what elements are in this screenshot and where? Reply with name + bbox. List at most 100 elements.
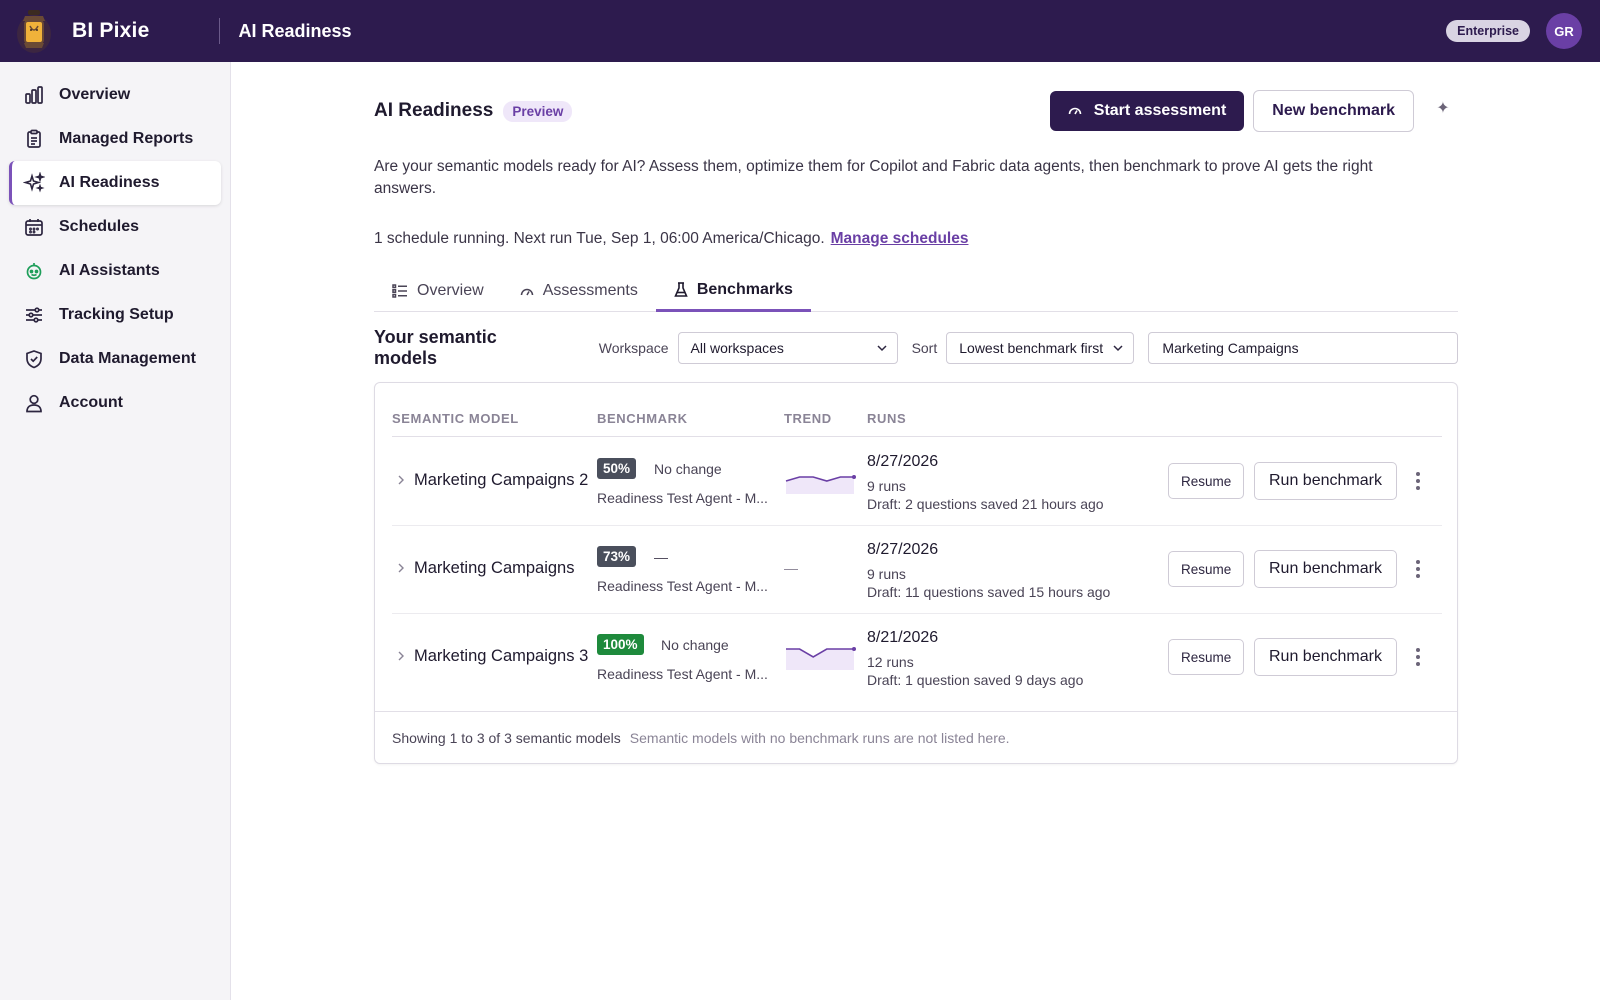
results-count: Showing 1 to 3 of 3 semantic models	[392, 729, 621, 746]
robot-icon	[23, 260, 45, 282]
trend-sparkline	[786, 647, 856, 670]
sidebar-item-label: AI Assistants	[59, 262, 160, 279]
page-title: AI Readiness	[374, 100, 494, 121]
trend-area	[786, 477, 854, 494]
column-header: TREND	[784, 411, 832, 426]
chevron-right-icon[interactable]	[396, 650, 406, 665]
change-text: No change	[654, 461, 722, 477]
table-row[interactable]: Marketing Campaigns 3 100% No change Rea…	[392, 614, 1442, 702]
sparkle-icon[interactable]: ✦	[1436, 100, 1450, 117]
last-run-date: 8/27/2026	[867, 453, 939, 470]
workspace-label: Workspace	[598, 340, 669, 356]
resume-button[interactable]: Resume	[1168, 639, 1245, 675]
trend-last-point	[852, 647, 856, 651]
score-badge: 73%	[597, 546, 637, 567]
sidebar-item-label: Managed Reports	[59, 130, 194, 147]
tab-overview[interactable]: Overview	[374, 270, 502, 312]
run-count: 9 runs	[867, 478, 906, 494]
report-icon	[23, 128, 45, 150]
draft-status: Draft: 1 question saved 9 days ago	[867, 672, 1084, 688]
draft-status: Draft: 11 questions saved 15 hours ago	[867, 584, 1111, 600]
models-table-card: SEMANTIC MODEL BENCHMARK TREND RUNS Mark…	[374, 382, 1458, 764]
sidebar-item-label: Account	[59, 394, 123, 411]
gauge-icon	[520, 286, 534, 296]
brand-name[interactable]: BI Pixie	[72, 19, 150, 42]
sort-select[interactable]: Lowest benchmark first	[946, 332, 1135, 364]
sidebar-item-data-management[interactable]: Data Management	[9, 337, 221, 381]
agent-name: Readiness Test Agent - M...	[597, 578, 768, 594]
calendar-icon	[23, 216, 45, 238]
change-text: —	[654, 549, 668, 565]
trend-line	[785, 476, 854, 482]
sidebar-item-label: AI Readiness	[59, 174, 160, 191]
model-name[interactable]: Marketing Campaigns	[414, 559, 575, 577]
start-assessment-button[interactable]: Start assessment	[1049, 91, 1245, 131]
chevron-right-icon[interactable]	[396, 562, 406, 577]
run-benchmark-button[interactable]: Run benchmark	[1254, 462, 1397, 500]
column-header: SEMANTIC MODEL	[392, 411, 519, 426]
schedule-text: 1 schedule running. Next run Tue, Sep 1,…	[374, 230, 825, 247]
sidebar-item-account[interactable]: Account	[9, 381, 221, 425]
tab-label: Benchmarks	[696, 280, 793, 298]
sidebar-item-tracking-setup[interactable]: Tracking Setup	[9, 293, 221, 337]
section-heading: Your semantic models	[374, 327, 497, 368]
tab-bar: Overview Assessments Benchmarks	[374, 270, 1458, 312]
sidebar-item-managed-reports[interactable]: Managed Reports	[9, 117, 221, 161]
sort-value: Lowest benchmark first	[959, 340, 1104, 356]
page-description: Are your semantic models ready for AI? A…	[374, 158, 1373, 197]
resume-button[interactable]: Resume	[1168, 463, 1245, 499]
workspace-value: All workspaces	[690, 340, 784, 356]
trend-line	[786, 648, 854, 658]
workspace-select[interactable]: All workspaces	[677, 332, 898, 364]
run-benchmark-button[interactable]: Run benchmark	[1254, 638, 1397, 676]
column-header: BENCHMARK	[597, 411, 688, 426]
sidebar-item-label: Schedules	[59, 218, 140, 235]
plan-badge: Enterprise	[1446, 20, 1530, 42]
user-avatar[interactable]: GR	[1546, 13, 1582, 49]
sort-label: Sort	[911, 340, 938, 356]
last-run-date: 8/27/2026	[867, 541, 939, 558]
new-benchmark-button[interactable]: New benchmark	[1253, 90, 1414, 132]
more-options-icon[interactable]	[1410, 556, 1426, 582]
chevron-down-icon	[875, 341, 889, 358]
tab-label: Overview	[417, 282, 484, 299]
agent-name: Readiness Test Agent - M...	[597, 490, 768, 506]
sidebar-item-schedules[interactable]: Schedules	[9, 205, 221, 249]
sidebar-item-ai-readiness[interactable]: AI Readiness	[9, 161, 221, 205]
schedule-status: 1 schedule running. Next run Tue, Sep 1,…	[374, 230, 968, 248]
sidebar-item-overview[interactable]: Overview	[9, 73, 221, 117]
model-name[interactable]: Marketing Campaigns 2	[414, 471, 589, 489]
table-row[interactable]: Marketing Campaigns 2 50% No change Read…	[392, 438, 1442, 526]
trend-sparkline	[785, 475, 856, 494]
resume-button[interactable]: Resume	[1168, 551, 1245, 587]
user-icon	[23, 392, 45, 414]
table-header: SEMANTIC MODEL BENCHMARK TREND RUNS	[392, 411, 1442, 437]
manage-schedules-link[interactable]: Manage schedules	[830, 230, 969, 247]
flask-icon	[674, 281, 688, 298]
run-count: 12 runs	[867, 654, 914, 670]
shield-icon	[23, 348, 45, 370]
gauge-icon	[1068, 102, 1082, 120]
column-header: RUNS	[867, 411, 907, 426]
list-icon	[392, 284, 408, 298]
footer-note: Semantic models with no benchmark runs a…	[629, 729, 1010, 746]
sidebar-item-ai-assistants[interactable]: AI Assistants	[9, 249, 221, 293]
chevron-right-icon[interactable]	[396, 474, 406, 489]
section-title: AI Readiness	[238, 20, 352, 41]
more-options-icon[interactable]	[1410, 468, 1426, 494]
top-bar: BI Pixie AI Readiness Enterprise GR	[0, 0, 1600, 62]
run-benchmark-button[interactable]: Run benchmark	[1254, 550, 1397, 588]
search-input[interactable]	[1148, 332, 1458, 364]
model-name[interactable]: Marketing Campaigns 3	[414, 647, 589, 665]
trend-last-point	[852, 475, 856, 479]
table-row[interactable]: Marketing Campaigns 73% — Readiness Test…	[392, 526, 1442, 614]
lantern-logo-icon[interactable]	[12, 6, 56, 56]
bar-chart-icon	[23, 84, 45, 106]
sidebar-item-label: Tracking Setup	[59, 306, 174, 323]
trend-empty: —	[784, 560, 798, 576]
score-badge: 100%	[597, 634, 644, 655]
tab-benchmarks[interactable]: Benchmarks	[655, 270, 811, 312]
more-options-icon[interactable]	[1410, 644, 1426, 670]
sliders-icon	[23, 304, 45, 326]
tab-assessments[interactable]: Assessments	[502, 270, 656, 312]
